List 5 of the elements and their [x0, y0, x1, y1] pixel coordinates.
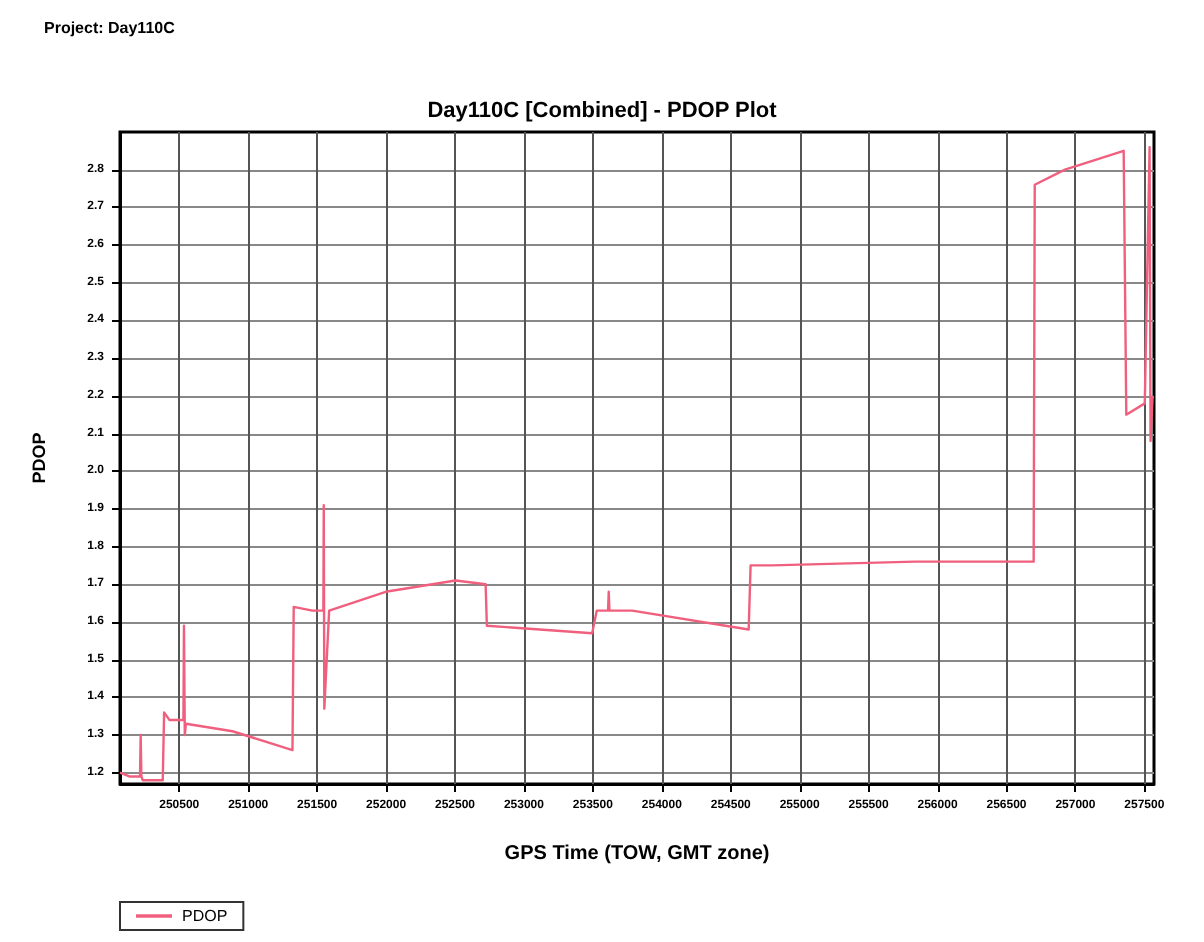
x-axis-title: GPS Time (TOW, GMT zone) — [504, 843, 770, 865]
legend-label: PDOP — [182, 907, 228, 925]
text: Project: Day110C — [44, 19, 176, 37]
chart-title: Day110C [Combined] - PDOP Plot — [427, 99, 778, 123]
y-axis-title: PDOP — [29, 432, 49, 484]
